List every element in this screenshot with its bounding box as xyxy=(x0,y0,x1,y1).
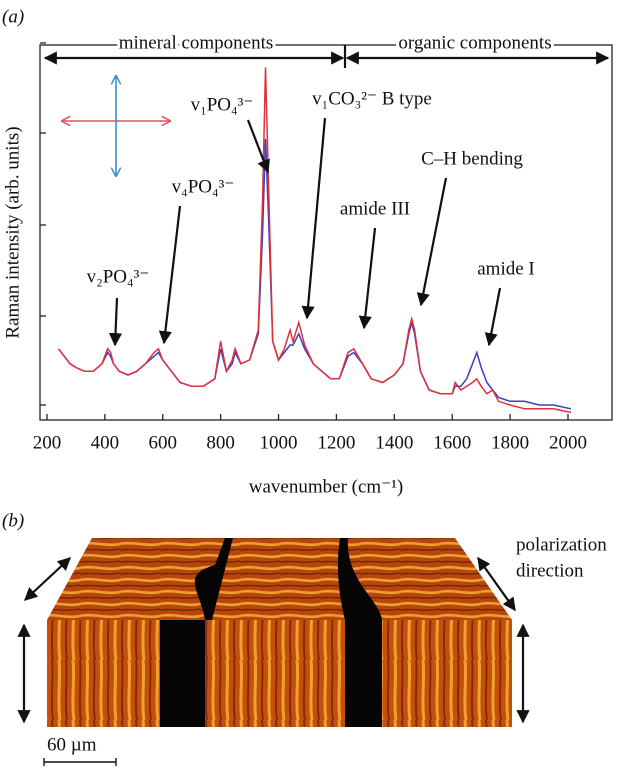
annotation-arrow xyxy=(158,205,182,345)
spectrum-chart: (a) 200 400 600 800 1000 1200 1400 1600 1800 2000 w… xyxy=(2,6,613,497)
annotation: amide III xyxy=(340,198,410,219)
annotation: C–H bending xyxy=(421,148,523,169)
gap xyxy=(337,538,382,727)
scale-bar xyxy=(43,758,117,766)
x-tick-label: 800 xyxy=(206,432,235,453)
annotation: v₂PO₄³⁻ xyxy=(87,266,150,287)
series-line xyxy=(57,67,572,414)
polarization-label: polarization xyxy=(516,534,607,555)
direction-arrow xyxy=(477,556,516,612)
x-tick-label: 1600 xyxy=(433,432,471,453)
scale-bar-label: 60 µm xyxy=(47,734,97,755)
block-top xyxy=(47,538,512,620)
gap xyxy=(160,538,233,727)
x-tick-label: 400 xyxy=(91,432,120,453)
panel-label: (b) xyxy=(2,510,24,531)
region-label: organic components xyxy=(398,32,551,53)
x-tick-label: 1200 xyxy=(317,432,355,453)
annotation-arrow xyxy=(358,227,377,330)
annotation: amide I xyxy=(477,258,535,279)
panel-label: (a) xyxy=(2,6,24,27)
x-tick-label: 2000 xyxy=(549,432,587,453)
polarization-label: direction xyxy=(516,560,584,581)
block-front xyxy=(47,620,512,727)
y-axis-label: Raman intensity (arb. units) xyxy=(2,126,23,338)
annotation-arrow xyxy=(246,119,270,174)
annotation-arrow xyxy=(484,287,502,347)
x-tick-label: 1000 xyxy=(260,432,298,453)
annotation-arrow xyxy=(301,117,327,320)
x-tick-label: 1800 xyxy=(491,432,529,453)
x-tick-label: 200 xyxy=(33,432,62,453)
annotation: v₄PO₄³⁻ xyxy=(172,176,235,197)
annotation-arrow xyxy=(108,297,123,347)
annotation: v₁CO₃²⁻ B type xyxy=(312,88,432,109)
region-label: mineral components xyxy=(119,32,274,53)
x-tick-label: 600 xyxy=(148,432,177,453)
annotation-arrow xyxy=(416,177,448,307)
x-axis-label: wavenumber (cm⁻¹) xyxy=(249,476,403,497)
x-tick-label: 1400 xyxy=(375,432,413,453)
direction-arrow xyxy=(24,557,71,601)
plot-frame xyxy=(39,44,613,421)
annotation: v₁PO₄³⁻ xyxy=(191,94,254,115)
panel-b: (b) polarization direction 60 µm xyxy=(2,510,607,766)
